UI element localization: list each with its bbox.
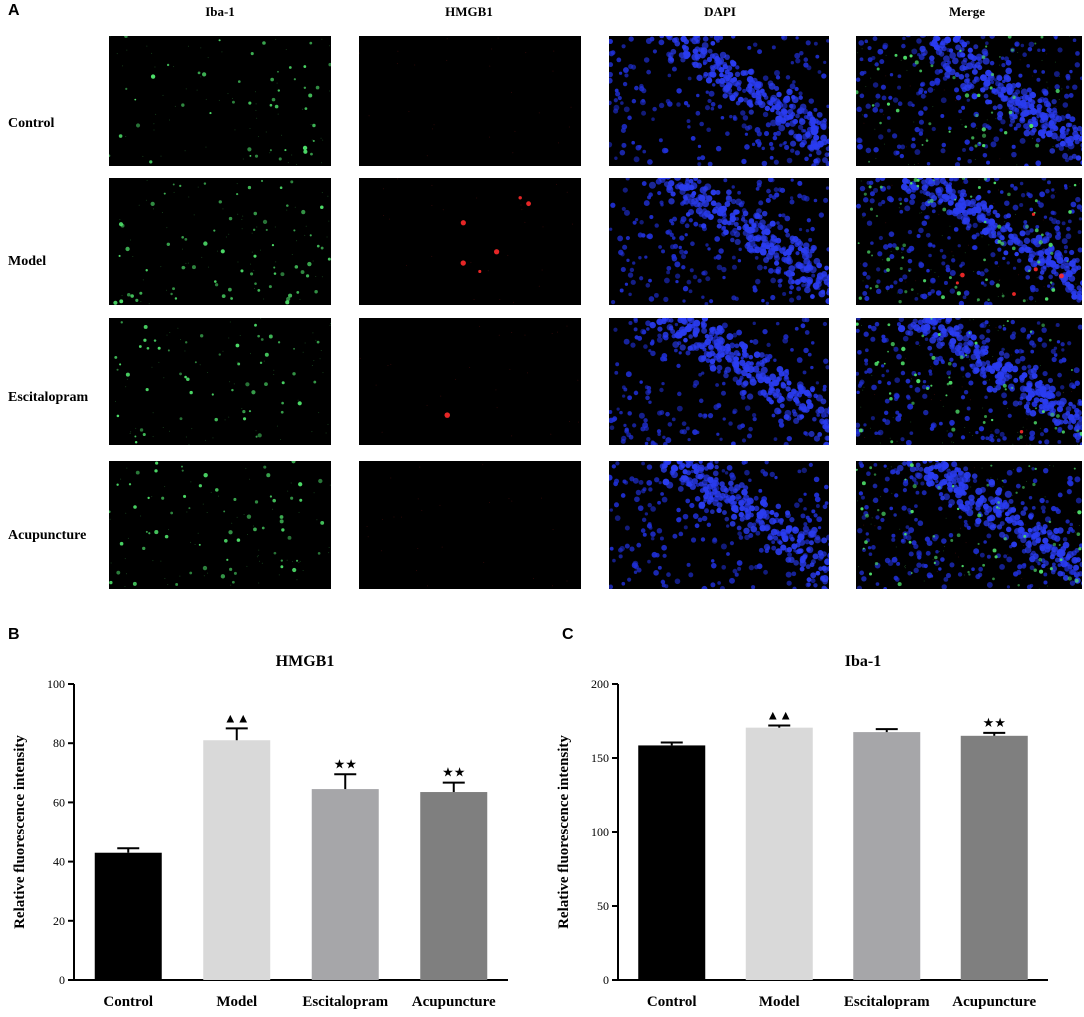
micrograph-escitalopram-iba1 [109, 318, 331, 445]
row-label-acupuncture: Acupuncture [8, 528, 87, 543]
hmgb1-y-tick-label-2: 40 [53, 855, 65, 869]
iba1-significance-marker-3: ★★ [983, 715, 1006, 730]
hmgb1-bar-2 [311, 789, 379, 980]
micrograph-model-dapi [609, 178, 829, 305]
row-label-control: Control [8, 116, 55, 131]
iba1-y-tick-label-4: 200 [591, 677, 609, 691]
hmgb1-y-tick-label-0: 0 [59, 973, 65, 987]
micrograph-model-iba1 [109, 178, 331, 305]
iba1-y-axis-label: Relative fluorescence intensity [556, 735, 572, 929]
hmgb1-significance-marker-1: ▲▲ [224, 710, 250, 725]
hmgb1-bar-chart: HMGB1 Relative fluorescence intensity 0 20 4… [12, 653, 508, 1010]
hmgb1-y-tick-label-1: 20 [53, 914, 65, 928]
hmgb1-y-tick-label-4: 80 [53, 736, 65, 750]
hmgb1-bar-1 [203, 740, 271, 980]
hmgb1-chart-title: HMGB1 [276, 653, 335, 670]
panel-letter-b: B [8, 626, 20, 643]
iba1-chart-title: Iba-1 [845, 653, 881, 670]
hmgb1-bar-0 [94, 852, 162, 980]
micrograph-escitalopram-merge [856, 318, 1082, 445]
hmgb1-y-axis-label: Relative fluorescence intensity [12, 735, 28, 929]
hmgb1-category-label-2: Escitalopram [302, 994, 388, 1010]
column-header-dapi: DAPI [704, 4, 736, 19]
iba1-bar-0 [638, 745, 706, 980]
panel-letter-c: C [562, 626, 574, 643]
iba1-bar-1 [745, 727, 813, 980]
iba1-category-label-1: Model [759, 994, 800, 1010]
iba1-category-label-3: Acupuncture [952, 994, 1036, 1010]
row-label-model: Model [8, 254, 47, 269]
hmgb1-y-tick-label-5: 100 [47, 677, 65, 691]
hmgb1-y-tick-label-3: 60 [53, 795, 65, 809]
iba1-y-tick-label-0: 0 [603, 973, 609, 987]
micrograph-escitalopram-dapi [609, 318, 829, 445]
iba1-bar-2 [853, 732, 921, 980]
micrograph-control-dapi [609, 36, 829, 166]
micrograph-acupuncture-dapi [609, 461, 829, 589]
column-header-merge: Merge [948, 4, 986, 19]
micrograph-model-merge [856, 178, 1082, 305]
micrograph-control-merge [856, 36, 1082, 166]
hmgb1-significance-marker-2: ★★ [334, 756, 357, 771]
micrograph-escitalopram-hmgb1 [359, 318, 581, 445]
hmgb1-category-label-3: Acupuncture [412, 994, 496, 1010]
iba1-category-label-0: Control [647, 994, 697, 1010]
hmgb1-category-label-0: Control [103, 994, 153, 1010]
iba1-bar-chart: Iba-1 Relative fluorescence intensity 0 50 1… [556, 653, 1048, 1010]
panel-letter-a: A [8, 2, 20, 19]
iba1-bar-3 [960, 735, 1028, 980]
iba1-y-tick-label-1: 50 [597, 899, 609, 913]
micrograph-acupuncture-iba1 [109, 461, 331, 589]
column-header-hmgb1: HMGB1 [445, 4, 493, 19]
hmgb1-bar-3 [420, 792, 488, 980]
iba1-y-tick-label-2: 100 [591, 825, 609, 839]
iba1-category-label-2: Escitalopram [844, 994, 930, 1010]
micrograph-control-hmgb1 [359, 36, 581, 166]
iba1-significance-marker-1: ▲▲ [766, 707, 792, 722]
micrograph-acupuncture-merge [856, 461, 1082, 589]
iba1-y-tick-label-3: 150 [591, 751, 609, 765]
column-header-iba1: Iba-1 [205, 4, 235, 19]
micrograph-acupuncture-hmgb1 [359, 461, 581, 589]
hmgb1-category-label-1: Model [216, 994, 257, 1010]
row-label-escitalopram: Escitalopram [8, 390, 89, 405]
hmgb1-significance-marker-3: ★★ [442, 765, 465, 780]
micrograph-control-iba1 [109, 36, 331, 166]
micrograph-model-hmgb1 [359, 178, 581, 305]
